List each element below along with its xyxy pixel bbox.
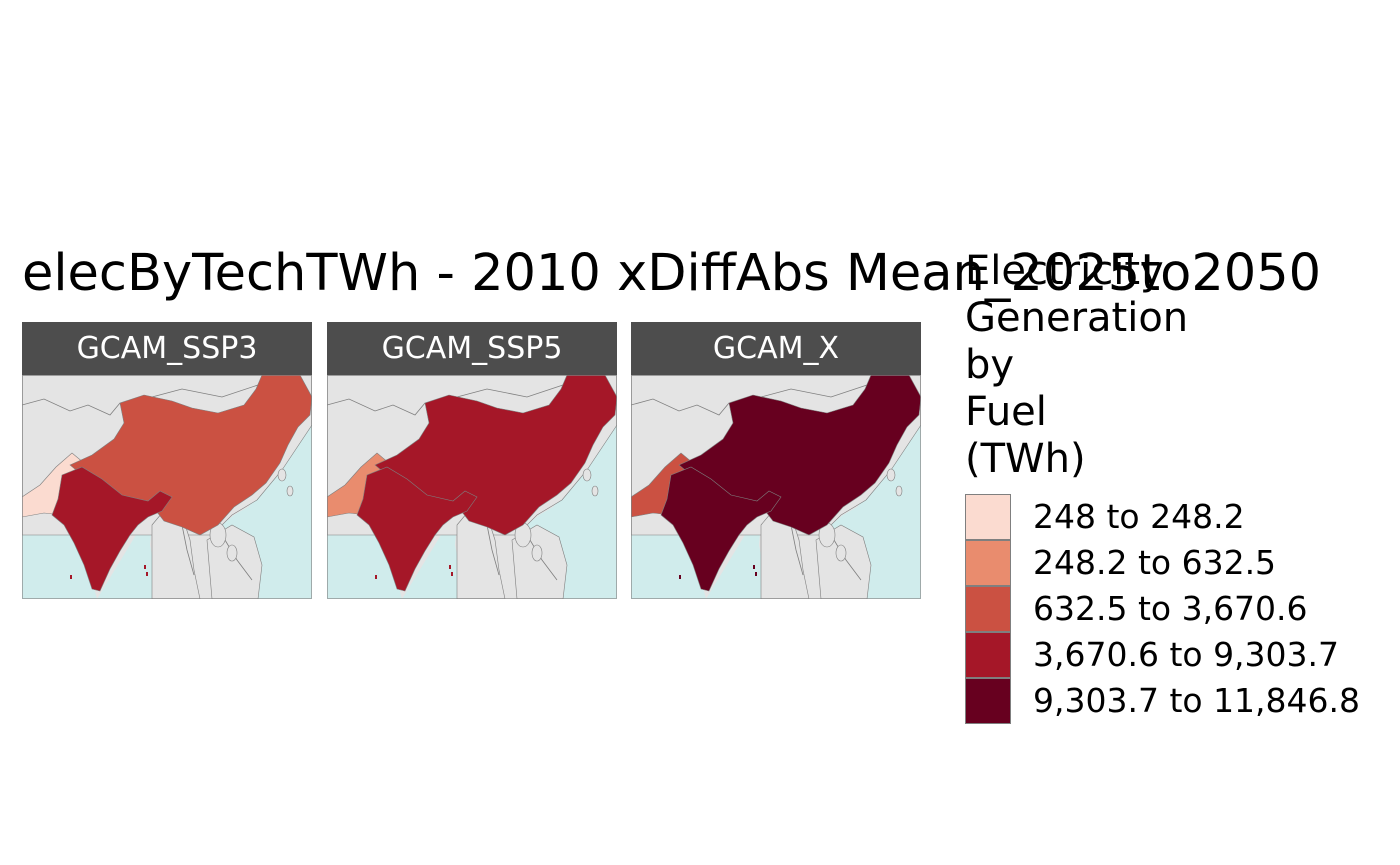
legend-swatch (965, 540, 1011, 586)
island-dot (144, 565, 146, 569)
panel-frame (631, 375, 921, 599)
panel-strip-label: GCAM_SSP3 (22, 322, 312, 375)
panel-strip-label: GCAM_SSP5 (327, 322, 617, 375)
island (835, 544, 847, 562)
country-border (22, 398, 121, 416)
island (531, 544, 543, 562)
island-dot (755, 572, 757, 576)
country-border (526, 534, 558, 581)
island (886, 468, 896, 482)
country-border (486, 524, 500, 576)
ocean-area (706, 523, 763, 599)
region-india (660, 466, 782, 592)
legend-label: 632.5 to 3,670.6 (1033, 589, 1308, 628)
legend-title-line: (TWh) (965, 436, 1086, 482)
panel-map (631, 375, 921, 599)
island (277, 468, 287, 482)
panel-map (327, 375, 617, 599)
map-svg (631, 375, 921, 599)
country-border (456, 384, 564, 398)
island (226, 544, 238, 562)
island-dot (375, 575, 377, 579)
legend-label: 3,670.6 to 9,303.7 (1033, 635, 1340, 674)
country-border (151, 384, 259, 398)
country-border (181, 524, 195, 576)
legend-swatch (965, 586, 1011, 632)
island-dot (146, 572, 148, 576)
legend-title-line: Electricity (965, 248, 1164, 294)
legend-title: Electricity Generation by Fuel (TWh) (965, 248, 1188, 483)
country-border (760, 384, 868, 398)
legend-title-line: Generation (965, 295, 1189, 341)
map-panel-ssp5: GCAM_SSP5 (327, 322, 617, 599)
legend-label: 248 to 248.2 (1033, 497, 1245, 536)
island-dot (451, 572, 453, 576)
island (895, 485, 903, 497)
legend-swatch (965, 678, 1011, 724)
panel-map (22, 375, 312, 599)
country-border (790, 524, 804, 576)
legend-swatch (965, 494, 1011, 540)
legend-label: 9,303.7 to 11,846.8 (1033, 681, 1361, 720)
map-title: elecByTechTWh - 2010 xDiffAbs Mean_2025t… (22, 244, 1322, 303)
island-dot (449, 565, 451, 569)
region-india (356, 466, 478, 592)
panel-strip-label: GCAM_X (631, 322, 921, 375)
panel-frame (327, 375, 617, 599)
island (582, 468, 592, 482)
map-svg (327, 375, 617, 599)
country-border (327, 398, 426, 416)
country-border (221, 534, 253, 581)
island (286, 485, 294, 497)
ocean-area (402, 523, 459, 599)
map-panel-x: GCAM_X (631, 322, 921, 599)
country-border (830, 534, 862, 581)
panel-frame (22, 375, 312, 599)
island-dot (753, 565, 755, 569)
legend-title-line: by (965, 342, 1015, 388)
island (591, 485, 599, 497)
legend-swatch (965, 632, 1011, 678)
country-border (631, 398, 730, 416)
map-svg (22, 375, 312, 599)
map-panel-ssp3: GCAM_SSP3 (22, 322, 312, 599)
legend-label: 248.2 to 632.5 (1033, 543, 1277, 582)
island-dot (679, 575, 681, 579)
legend-title-line: Fuel (965, 389, 1047, 435)
island-dot (70, 575, 72, 579)
ocean-area (97, 523, 154, 599)
region-india (51, 466, 173, 592)
